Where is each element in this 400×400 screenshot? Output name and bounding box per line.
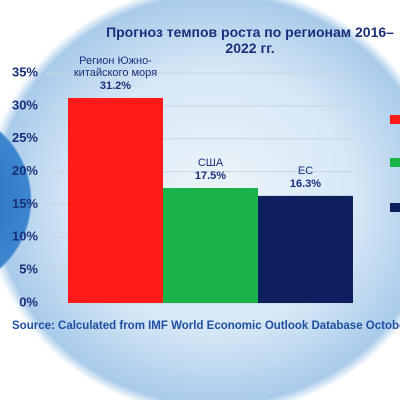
category-label: ЕС bbox=[297, 164, 314, 177]
y-tick-label: 35% bbox=[12, 64, 38, 79]
y-tick-label: 20% bbox=[12, 163, 38, 178]
y-tick-label: 10% bbox=[12, 229, 38, 244]
y-tick-label: 0% bbox=[19, 294, 38, 309]
chart-title: Прогноз темпов роста по регионам 2016–20… bbox=[106, 24, 394, 56]
bar bbox=[258, 195, 353, 303]
legend-swatch bbox=[390, 158, 400, 167]
category-label: Регион Южно-китайского моря bbox=[73, 54, 158, 79]
value-label: 17.5% bbox=[194, 170, 227, 182]
value-label: 31.2% bbox=[99, 79, 132, 92]
y-tick-label: 25% bbox=[12, 130, 38, 145]
legend-swatch bbox=[390, 115, 400, 124]
source-note: Source: Calculated from IMF World Econom… bbox=[12, 320, 400, 332]
y-tick-label: 15% bbox=[12, 196, 38, 211]
bar bbox=[68, 97, 163, 303]
y-tick-label: 5% bbox=[19, 262, 38, 277]
value-label: 16.3% bbox=[289, 177, 322, 190]
legend-swatch bbox=[390, 203, 400, 212]
category-label: США bbox=[197, 157, 224, 169]
y-tick-label: 30% bbox=[12, 97, 38, 112]
bar bbox=[163, 188, 258, 303]
